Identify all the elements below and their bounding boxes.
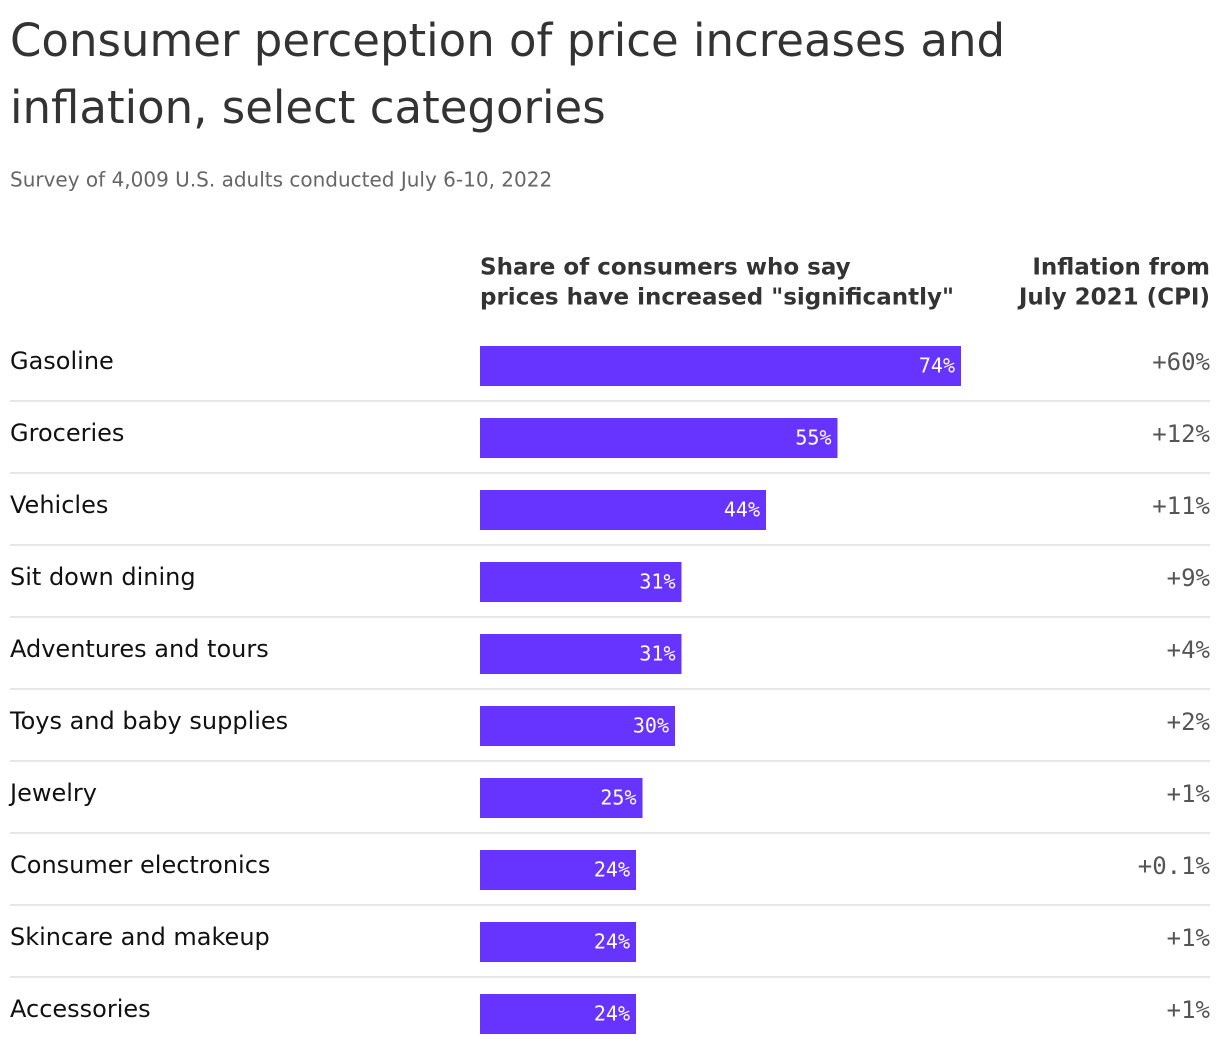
chart-title: Consumer perception of price increases a…: [10, 14, 1005, 67]
bar: [480, 850, 636, 890]
inflation-label: +4%: [1167, 636, 1211, 664]
category-label: Vehicles: [10, 491, 108, 519]
bar: [480, 346, 961, 386]
value-label: 55%: [795, 426, 831, 450]
chart-subtitle: Survey of 4,009 U.S. adults conducted Ju…: [10, 168, 552, 192]
inflation-label: +11%: [1152, 492, 1210, 520]
bar: [480, 994, 636, 1034]
value-label: 25%: [600, 786, 636, 810]
chart-title: inflation, select categories: [10, 81, 606, 134]
inflation-label: +1%: [1167, 996, 1211, 1024]
value-label: 74%: [919, 354, 955, 378]
category-label: Accessories: [10, 995, 151, 1023]
value-label: 31%: [639, 570, 675, 594]
column-header: Inflation from: [1032, 255, 1210, 281]
value-label: 24%: [594, 858, 630, 882]
category-label: Jewelry: [8, 779, 97, 807]
bar: [480, 634, 682, 674]
value-label: 24%: [594, 930, 630, 954]
bar: [480, 418, 838, 458]
column-header: prices have increased "significantly": [480, 285, 954, 311]
inflation-label: +0.1%: [1138, 852, 1211, 880]
inflation-label: +1%: [1167, 924, 1211, 952]
bar: [480, 706, 675, 746]
category-label: Adventures and tours: [10, 635, 269, 663]
inflation-label: +1%: [1167, 780, 1211, 808]
category-label: Skincare and makeup: [10, 923, 270, 951]
column-header: Share of consumers who say: [480, 255, 851, 281]
inflation-label: +2%: [1167, 708, 1211, 736]
column-header: July 2021 (CPI): [1017, 285, 1210, 311]
category-label: Groceries: [10, 419, 124, 447]
inflation-label: +60%: [1152, 348, 1210, 376]
inflation-label: +12%: [1152, 420, 1210, 448]
bar: [480, 562, 682, 602]
category-label: Sit down dining: [10, 563, 196, 591]
value-label: 24%: [594, 1002, 630, 1026]
category-label: Toys and baby supplies: [9, 707, 288, 735]
bar: [480, 922, 636, 962]
category-label: Consumer electronics: [10, 851, 270, 879]
value-label: 31%: [639, 642, 675, 666]
value-label: 30%: [633, 714, 669, 738]
bar: [480, 490, 766, 530]
bar: [480, 778, 643, 818]
value-label: 44%: [724, 498, 760, 522]
inflation-label: +9%: [1167, 564, 1211, 592]
category-label: Gasoline: [10, 347, 114, 375]
